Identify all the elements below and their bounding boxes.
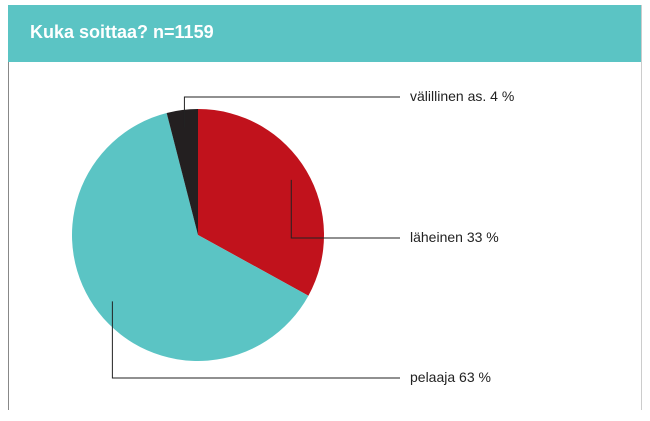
chart-title: Kuka soittaa? n=1159 bbox=[30, 22, 214, 42]
leader-line bbox=[290, 179, 400, 239]
slice-label: läheinen 33 % bbox=[410, 229, 499, 245]
header-bar bbox=[8, 5, 642, 62]
slice-label: välillinen as. 4 % bbox=[410, 88, 514, 104]
slice-category: läheinen bbox=[410, 229, 463, 245]
slice-label: pelaaja 63 % bbox=[410, 369, 491, 385]
slice-category: pelaaja bbox=[410, 369, 455, 385]
slice-value: 63 % bbox=[459, 369, 491, 385]
leader-line bbox=[183, 96, 400, 128]
slice-category: välillinen as. bbox=[410, 88, 486, 104]
pie-slice bbox=[72, 112, 309, 362]
slice-value: 33 % bbox=[467, 229, 499, 245]
pie-slice bbox=[166, 109, 198, 235]
pie-slice bbox=[198, 109, 325, 296]
slice-value: 4 % bbox=[490, 88, 514, 104]
leader-line bbox=[111, 301, 400, 379]
